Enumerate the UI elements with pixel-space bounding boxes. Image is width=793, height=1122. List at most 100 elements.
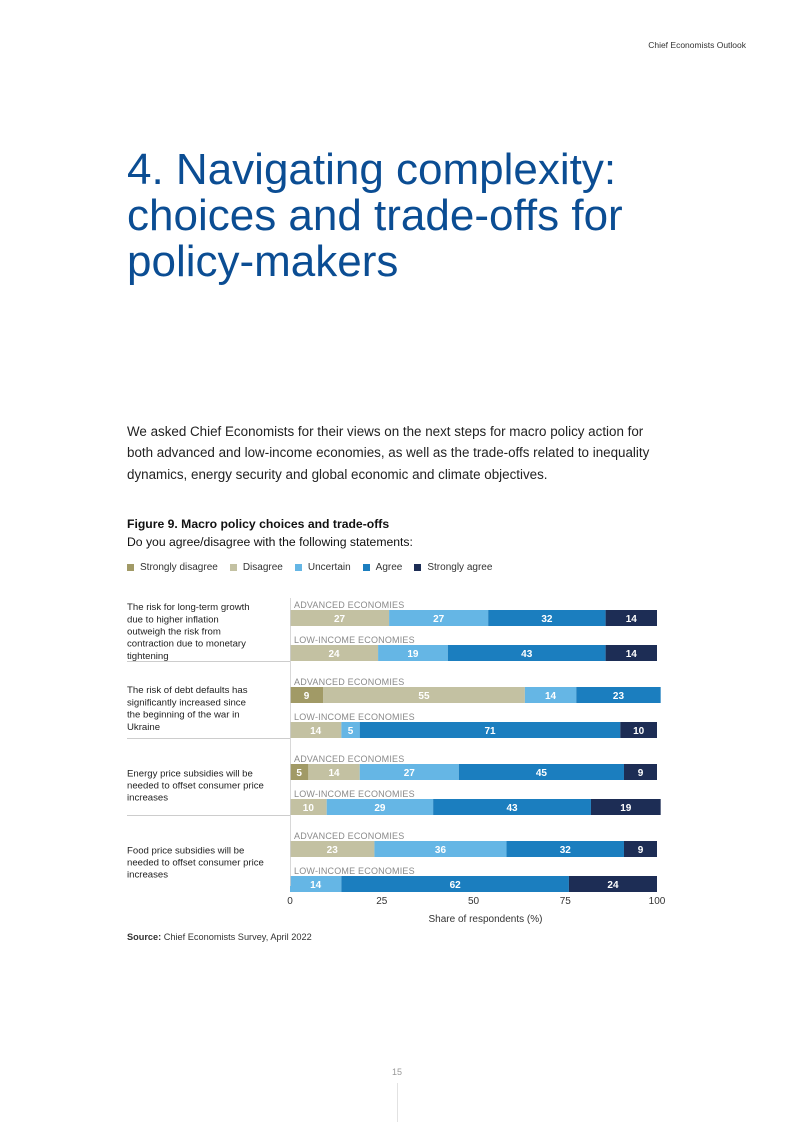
statement-label: Energy price subsidies will be needed to … [127,768,264,803]
bar-value-label: 32 [560,845,572,856]
bar-value-label: 23 [613,691,625,702]
bar-caption: ADVANCED ECONOMIES [294,831,404,841]
legend-label: Uncertain [307,562,351,573]
bar-value-label: 9 [638,845,644,856]
page-divider [397,1083,398,1122]
section-title: 4. Navigating complexity: choices and tr… [127,145,623,286]
bar-value-label: 10 [303,803,315,814]
bar-segment [576,687,661,703]
bar-value-label: 71 [484,726,496,737]
bar-caption: LOW-INCOME ECONOMIES [294,635,415,645]
legend-swatch [294,564,302,571]
bar-value-label: 43 [521,649,533,660]
bar-caption: ADVANCED ECONOMIES [294,600,404,610]
bar-value-label: 32 [541,614,553,625]
bar-segment [620,722,657,738]
bar-segment [590,799,661,815]
bar-value-label: 10 [633,726,645,737]
bar-caption: ADVANCED ECONOMIES [294,677,404,687]
bar-caption: ADVANCED ECONOMIES [294,754,404,764]
bar-segment [326,799,434,815]
bar-value-label: 5 [296,768,302,779]
statement-label: The risk for long-term growth due to high… [127,602,250,662]
bar-value-label: 24 [607,880,619,891]
legend-label: Strongly agree [427,562,493,573]
bar-segment [389,610,489,626]
bar-segment [568,876,657,892]
legend-item: Strongly disagree [127,562,218,573]
bar-segment [290,764,309,780]
bar-value-label: 14 [545,691,557,702]
bar-value-label: 5 [348,726,354,737]
legend-swatch [362,564,370,571]
bar-segment [341,722,360,738]
bar-caption: LOW-INCOME ECONOMIES [294,789,415,799]
stacked-bar-chart: The risk for long-term growth due to high… [127,598,666,942]
bar-segment [359,764,459,780]
legend-swatch [229,564,237,571]
bar-segment [290,799,327,815]
bar-segment [290,645,379,661]
bar-segment [359,722,621,738]
legend-swatch [127,564,134,571]
chart-legend: Strongly disagree Disagree Uncertain Agree S… [127,562,504,573]
bar-segment [605,610,657,626]
legend-label: Disagree [242,562,283,573]
bar-value-label: 27 [404,768,416,779]
bar-value-label: 24 [328,649,340,660]
bar-value-label: 14 [310,880,322,891]
bar-segment [290,610,390,626]
bar-value-label: 36 [435,845,447,856]
bar-value-label: 45 [536,768,548,779]
figure-subtitle: Do you agree/disagree with the following… [127,535,413,549]
bar-segment [378,645,448,661]
legend-swatch [414,564,422,571]
x-tick-label: 50 [468,896,480,907]
bar-segment [323,687,525,703]
bar-caption: LOW-INCOME ECONOMIES [294,712,415,722]
legend-item: Agree [362,562,403,573]
bar-segment [506,841,624,857]
legend-label: Agree [375,562,403,573]
bar-segment [290,876,342,892]
bar-segment [290,841,375,857]
figure-title: Figure 9. Macro policy choices and trade… [127,517,390,531]
bar-segment [458,764,624,780]
x-tick-label: 25 [376,896,388,907]
x-tick-label: 0 [287,896,293,907]
bar-value-label: 19 [620,803,632,814]
bar-segment [447,645,606,661]
page-number: 15 [392,1067,403,1077]
bar-segment [623,764,657,780]
bar-value-label: 14 [310,726,322,737]
legend-label: Strongly disagree [140,562,218,573]
x-tick-label: 75 [560,896,572,907]
statement-label: Food price subsidies will be needed to of… [127,845,264,880]
running-header: Chief Economists Outlook [648,40,746,50]
bar-segment [433,799,591,815]
legend-item: Disagree [229,562,283,573]
bar-segment [623,841,657,857]
x-tick-label: 100 [649,896,666,907]
x-axis-title: Share of respondents (%) [429,914,543,925]
bar-segment [290,722,342,738]
bar-segment [605,645,657,661]
bar-value-label: 27 [334,614,346,625]
statement-label: The risk of debt defaults has significant… [127,685,248,733]
bar-segment [341,876,569,892]
bar-value-label: 27 [433,614,445,625]
bar-value-label: 19 [407,649,419,660]
bar-value-label: 14 [328,768,340,779]
figure-source: Source: Chief Economists Survey, April 2… [127,932,312,942]
bar-value-label: 43 [506,803,518,814]
bar-value-label: 9 [638,768,644,779]
bar-value-label: 29 [374,803,386,814]
bar-segment [374,841,507,857]
bar-segment [524,687,577,703]
bar-value-label: 55 [418,691,430,702]
bar-caption: LOW-INCOME ECONOMIES [294,866,415,876]
bar-value-label: 14 [626,649,638,660]
bar-value-label: 14 [626,614,638,625]
bar-segment [290,687,324,703]
legend-item: Strongly agree [414,562,492,573]
